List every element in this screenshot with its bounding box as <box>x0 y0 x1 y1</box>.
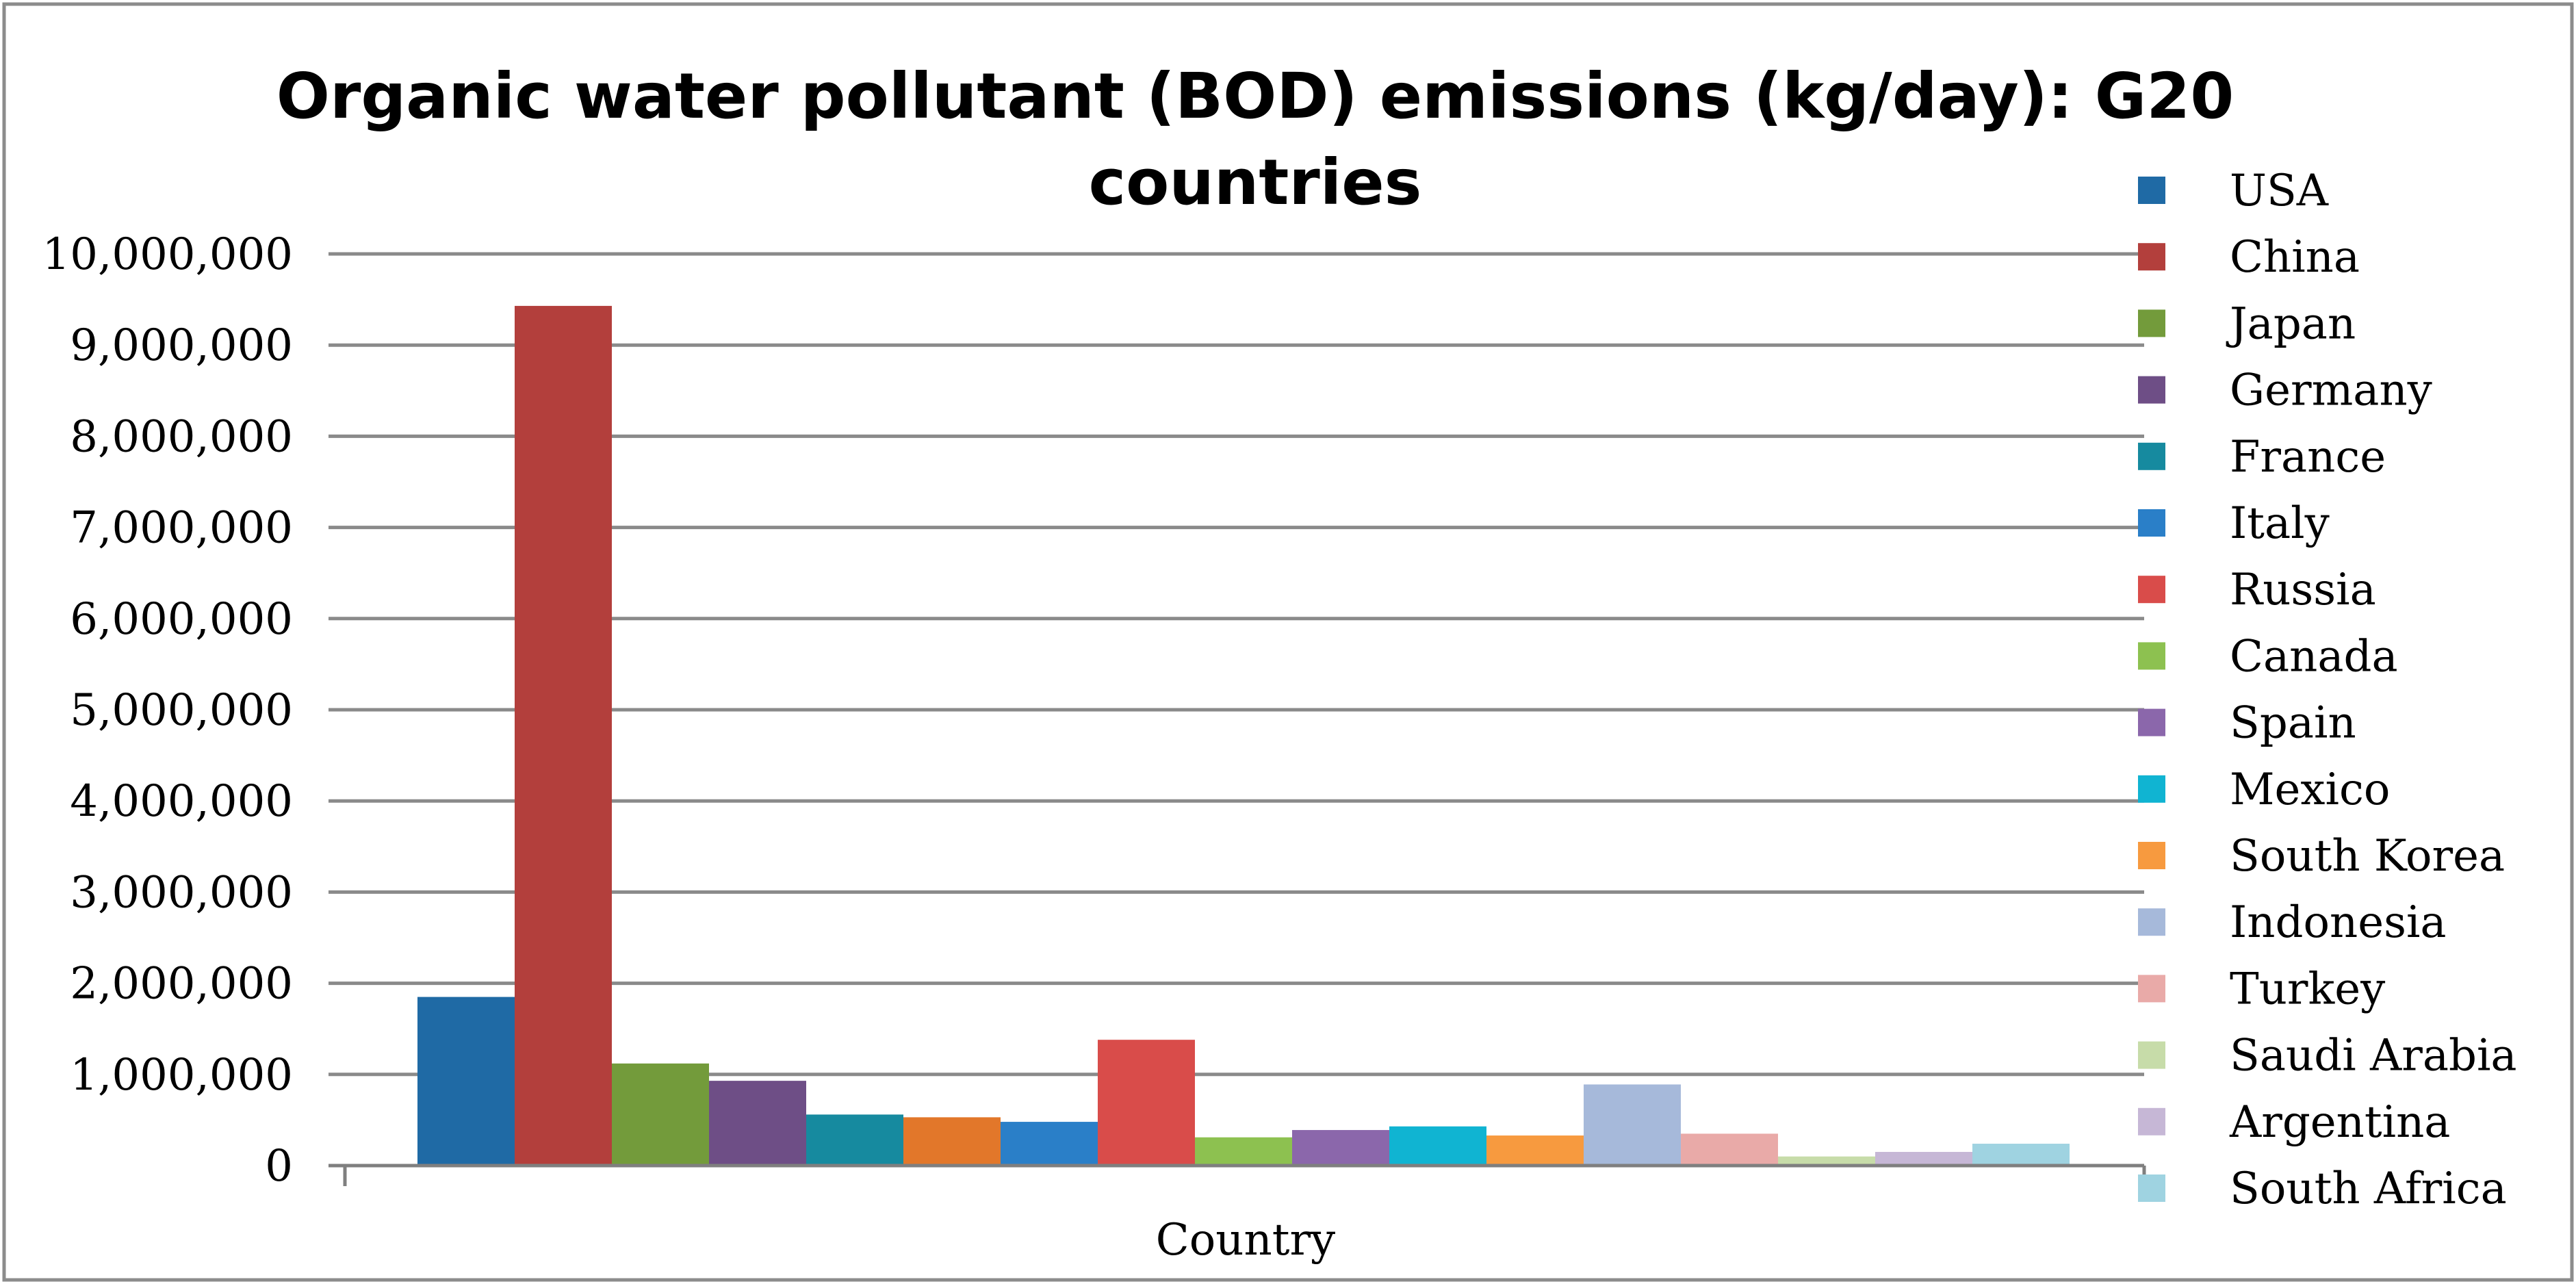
bar-france <box>806 1114 903 1166</box>
legend-label: USA <box>2230 166 2329 216</box>
y-tick-label: 6,000,000 <box>70 594 293 645</box>
y-tick-label: 2,000,000 <box>70 959 293 1010</box>
legend-label: Japan <box>2226 298 2356 349</box>
legend-label: Canada <box>2230 631 2398 682</box>
legend-label: Spain <box>2230 698 2356 749</box>
legend: USA China Japan Germany France Italy Russia Can… <box>2138 166 2517 1214</box>
legend-swatch <box>2138 908 2165 936</box>
legend-item: Mexico <box>2138 765 2390 815</box>
y-tick-label: 3,000,000 <box>70 867 293 918</box>
bar-south-korea <box>1389 1126 1486 1166</box>
legend-swatch <box>2138 309 2165 337</box>
y-gridlines <box>329 252 2144 1077</box>
legend-swatch <box>2138 1174 2165 1202</box>
bar-canada <box>1098 1040 1195 1166</box>
y-axis-tick-labels: 0 1,000,000 2,000,000 3,000,000 4,000,000 5,0… <box>42 229 293 1192</box>
chart-title-line-1: Organic water pollutant (BOD) emissions … <box>276 60 2234 133</box>
legend-item: Saudi Arabia <box>2138 1031 2517 1081</box>
x-axis-title: Country <box>1156 1215 1335 1266</box>
chart-title-line-2: countries <box>1089 146 1422 219</box>
legend-label: Italy <box>2230 498 2330 549</box>
legend-item: South Korea <box>2138 831 2505 882</box>
legend-swatch <box>2138 576 2165 604</box>
legend-label: Indonesia <box>2230 897 2447 948</box>
legend-item: France <box>2138 432 2386 483</box>
legend-label: South Korea <box>2230 831 2505 882</box>
legend-label: France <box>2230 432 2386 483</box>
bar-saudi-arabia <box>1681 1133 1778 1166</box>
legend-swatch <box>2138 842 2165 869</box>
legend-item: Russia <box>2138 565 2376 615</box>
legend-item: Argentina <box>2138 1097 2450 1148</box>
legend-swatch <box>2138 509 2165 537</box>
legend-item: Germany <box>2138 365 2432 416</box>
legend-swatch <box>2138 442 2165 470</box>
bar-italy <box>903 1117 1001 1166</box>
y-tick-label: 8,000,000 <box>70 411 293 462</box>
bar-spain <box>1195 1137 1292 1166</box>
y-tick-label: 1,000,000 <box>70 1050 293 1101</box>
legend-swatch <box>2138 243 2165 271</box>
legend-label: Mexico <box>2230 765 2390 815</box>
bar-turkey <box>1584 1084 1681 1166</box>
chart-title: Organic water pollutant (BOD) emissions … <box>276 60 2234 219</box>
legend-item: Turkey <box>2138 964 2385 1014</box>
legend-swatch <box>2138 177 2165 204</box>
legend-item: USA <box>2138 166 2329 216</box>
y-tick-label: 4,000,000 <box>70 776 293 827</box>
legend-swatch <box>2138 1107 2165 1135</box>
bar-china <box>515 305 612 1166</box>
bar-russia <box>1001 1122 1098 1166</box>
legend-swatch <box>2138 708 2165 736</box>
legend-label: Germany <box>2230 365 2432 416</box>
legend-swatch <box>2138 775 2165 803</box>
legend-label: Saudi Arabia <box>2230 1031 2517 1081</box>
legend-label: Russia <box>2230 565 2376 615</box>
legend-item: Canada <box>2138 631 2398 682</box>
bar-mexico <box>1292 1130 1389 1166</box>
y-tick-label: 9,000,000 <box>70 320 293 371</box>
legend-item: Spain <box>2138 698 2356 749</box>
bar-germany <box>709 1081 806 1166</box>
legend-swatch <box>2138 975 2165 1003</box>
legend-item: South Africa <box>2138 1164 2507 1214</box>
legend-item: Indonesia <box>2138 897 2447 948</box>
legend-label: Argentina <box>2229 1097 2450 1148</box>
y-tick-label: 7,000,000 <box>70 503 293 554</box>
legend-item: Japan <box>2138 298 2356 349</box>
bar-argentina <box>1778 1156 1875 1166</box>
legend-label: South Africa <box>2230 1164 2507 1214</box>
legend-item: Italy <box>2138 498 2330 549</box>
legend-swatch <box>2138 1041 2165 1069</box>
legend-swatch <box>2138 642 2165 670</box>
bar-usa <box>417 997 515 1166</box>
legend-swatch <box>2138 376 2165 404</box>
bar-indonesia <box>1486 1135 1584 1166</box>
bar-japan <box>612 1063 709 1166</box>
y-tick-label: 0 <box>265 1141 293 1192</box>
legend-label: China <box>2230 232 2360 283</box>
bar-south-africa <box>1875 1152 1972 1166</box>
bar-unlabeled <box>1972 1144 2070 1166</box>
legend-label: Turkey <box>2230 964 2385 1014</box>
y-tick-label: 10,000,000 <box>42 229 293 280</box>
legend-item: China <box>2138 232 2360 283</box>
y-tick-label: 5,000,000 <box>70 685 293 736</box>
bars <box>417 305 2070 1166</box>
